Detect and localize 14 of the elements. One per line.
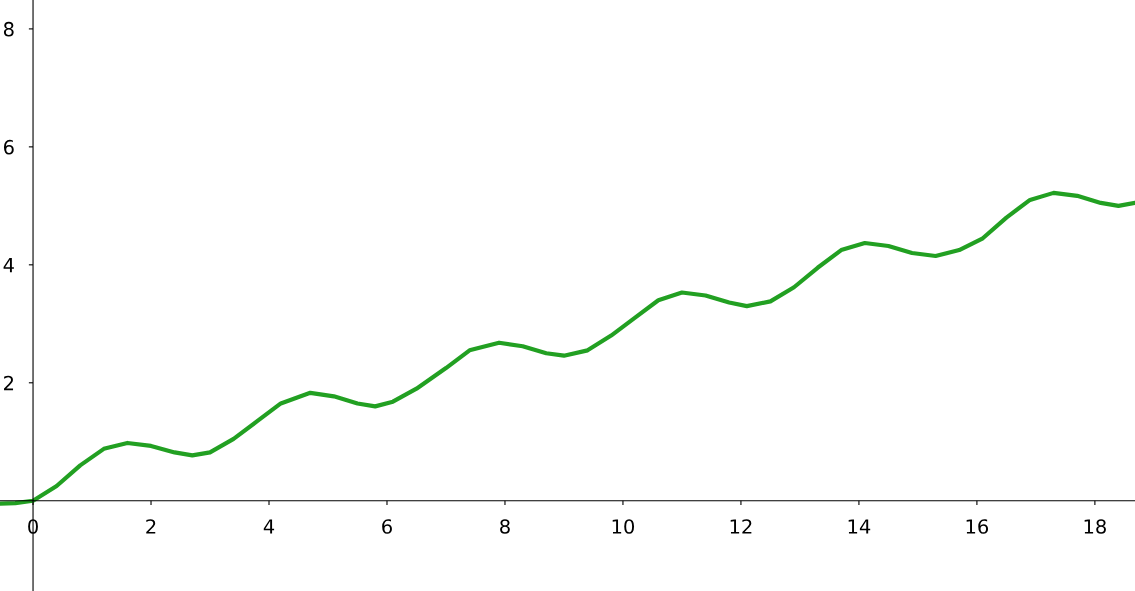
line-series [0, 190, 1135, 506]
y-tick-label: 2 [4, 375, 14, 391]
x-tick-label: 14 [848, 519, 871, 534]
x-tick-label: 12 [730, 519, 752, 534]
y-tick-label: 8 [3, 21, 14, 37]
x-tick-label: 18 [1084, 519, 1106, 534]
y-tick-label: 4 [3, 258, 14, 273]
x-tick-label: 4 [263, 519, 275, 534]
x-tick-label: 10 [612, 519, 635, 534]
x-tick-label: 6 [382, 519, 392, 534]
x-tick-label: 8 [500, 519, 510, 534]
x-tick-label: 2 [146, 519, 156, 534]
y-tick-label: 6 [3, 139, 14, 155]
x-tick-label: 16 [966, 519, 989, 534]
